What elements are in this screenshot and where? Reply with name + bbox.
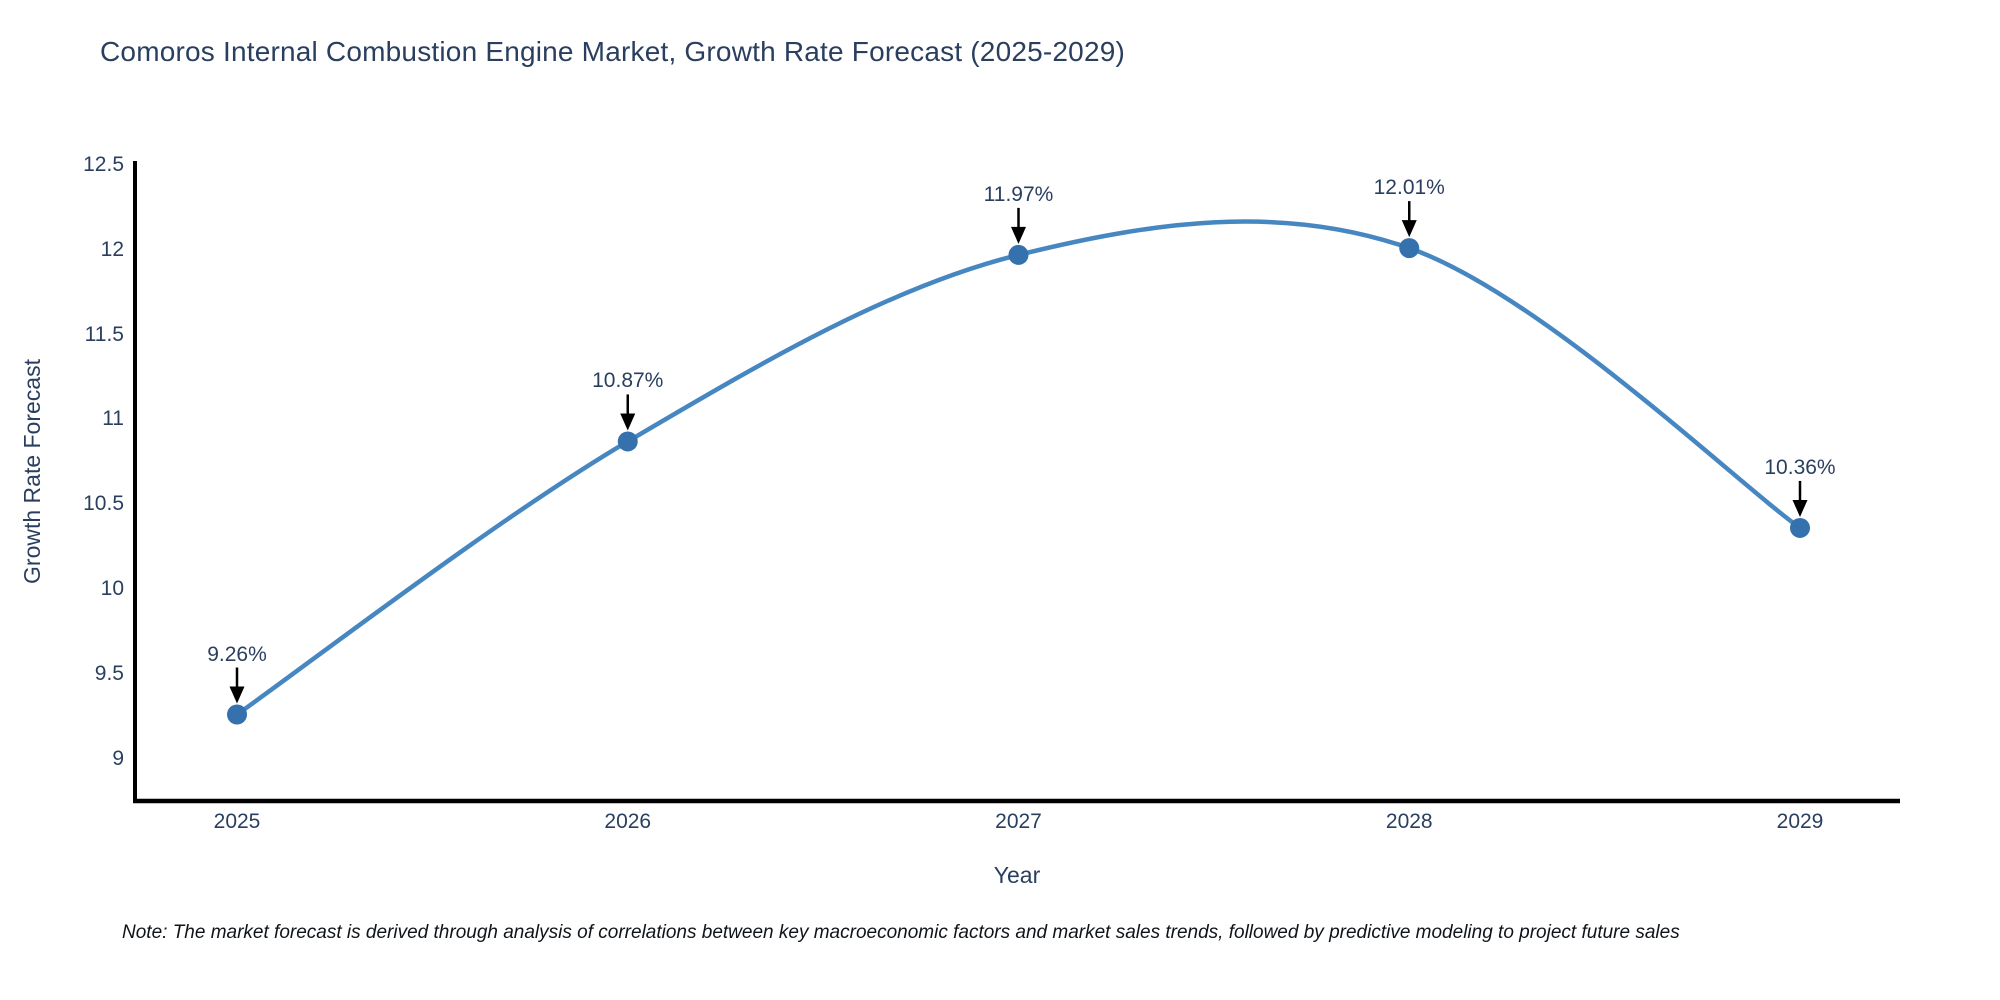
x-tick-label: 2025: [213, 810, 261, 833]
annotation-arrowhead: [1011, 226, 1026, 244]
annotation-arrowhead: [229, 686, 245, 704]
x-tick-label: 2027: [995, 810, 1042, 833]
annotation-arrowhead: [1401, 220, 1417, 238]
data-point-label: 12.01%: [1373, 176, 1445, 200]
y-tick-label: 9: [112, 746, 124, 770]
y-tick-label: 11: [102, 407, 124, 431]
data-point-marker: [1008, 244, 1029, 265]
data-point-label: 11.97%: [983, 182, 1054, 206]
chart-title: Comoros Internal Combustion Engine Marke…: [100, 36, 1126, 67]
x-tick-label: 2029: [1776, 810, 1824, 833]
forecast-line: [234, 219, 1803, 717]
y-tick-label: 9.5: [94, 661, 124, 685]
data-point-label: 10.87%: [592, 369, 664, 393]
data-point-marker: [1790, 517, 1810, 538]
data-point-label: 10.36%: [1764, 455, 1836, 479]
y-tick-label: 11.5: [84, 322, 124, 346]
data-point-marker: [1399, 238, 1420, 259]
y-tick-label: 10: [100, 577, 124, 600]
x-tick-label: 2026: [604, 810, 652, 833]
chart-footnote: Note: The market forecast is derived thr…: [122, 922, 1680, 943]
y-tick-label: 12: [100, 237, 124, 261]
y-tick-label: 12.5: [83, 153, 124, 176]
annotation-arrowhead: [620, 413, 636, 431]
annotation-arrowhead: [1792, 499, 1808, 517]
x-axis-title: Year: [993, 862, 1041, 888]
data-point-marker: [227, 704, 247, 725]
x-tick-label: 2028: [1385, 810, 1433, 833]
data-point-marker: [617, 431, 638, 452]
data-point-label: 9.26%: [207, 642, 267, 666]
y-tick-label: 10.5: [83, 492, 124, 516]
